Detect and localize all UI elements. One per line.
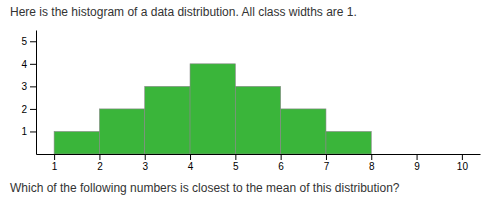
- tick-label: 2: [21, 104, 27, 115]
- tick: 6: [278, 154, 284, 172]
- tick-label: 10: [457, 161, 469, 172]
- bars: [54, 64, 371, 154]
- tick-mark: [371, 154, 372, 160]
- tick: 5: [21, 36, 36, 47]
- tick-mark: [326, 154, 327, 160]
- tick: 5: [233, 154, 239, 172]
- bar: [99, 109, 144, 154]
- bar: [281, 109, 326, 154]
- y-axis: 1 2 3 4 5: [21, 31, 36, 155]
- tick-label: 2: [97, 161, 103, 172]
- tick: 3: [142, 154, 148, 172]
- tick-mark: [190, 154, 191, 160]
- tick-label: 4: [21, 59, 27, 70]
- tick-mark: [30, 109, 36, 110]
- tick-label: 8: [369, 161, 375, 172]
- tick: 2: [21, 104, 36, 115]
- tick: 9: [414, 154, 420, 172]
- tick-mark: [99, 154, 100, 160]
- bar: [145, 86, 190, 154]
- tick: 4: [21, 59, 36, 70]
- tick-mark: [30, 64, 36, 65]
- x-axis: 1 2 3 4 5 6 7 8 9 10: [37, 154, 481, 172]
- bar: [326, 131, 371, 154]
- tick-label: 9: [414, 161, 420, 172]
- tick-mark: [235, 154, 236, 160]
- tick-label: 7: [324, 161, 330, 172]
- plot: 1 2 3 4 5 6 7 8 9 10 1 2 3 4 5: [21, 31, 480, 173]
- title: Here is the histogram of a data distribu…: [10, 5, 357, 19]
- tick: 1: [21, 126, 36, 137]
- annotation: Which of the following numbers is closes…: [10, 181, 400, 195]
- chart: Here is the histogram of a data distribu…: [0, 0, 500, 200]
- bar: [54, 131, 99, 154]
- tick-mark: [417, 154, 418, 160]
- tick-label: 5: [233, 161, 239, 172]
- tick-mark: [54, 154, 55, 160]
- tick-mark: [281, 154, 282, 160]
- tick-mark: [145, 154, 146, 160]
- tick: 4: [188, 154, 194, 172]
- tick-mark: [30, 41, 36, 42]
- tick-label: 6: [278, 161, 284, 172]
- bar: [235, 86, 280, 154]
- tick: 10: [457, 154, 469, 172]
- tick-label: 3: [21, 81, 27, 92]
- axis-line: [36, 31, 37, 155]
- tick: 3: [21, 81, 36, 92]
- tick: 8: [369, 154, 375, 172]
- tick: 1: [52, 154, 58, 172]
- tick-mark: [30, 131, 36, 132]
- tick-label: 4: [188, 161, 194, 172]
- tick-label: 3: [142, 161, 148, 172]
- tick-mark: [30, 86, 36, 87]
- tick-mark: [462, 154, 463, 160]
- tick-label: 1: [21, 126, 27, 137]
- bar: [190, 64, 235, 154]
- tick: 7: [324, 154, 330, 172]
- axis-line: [37, 154, 481, 155]
- tick-label: 1: [52, 161, 58, 172]
- tick-label: 5: [21, 36, 27, 47]
- tick: 2: [97, 154, 103, 172]
